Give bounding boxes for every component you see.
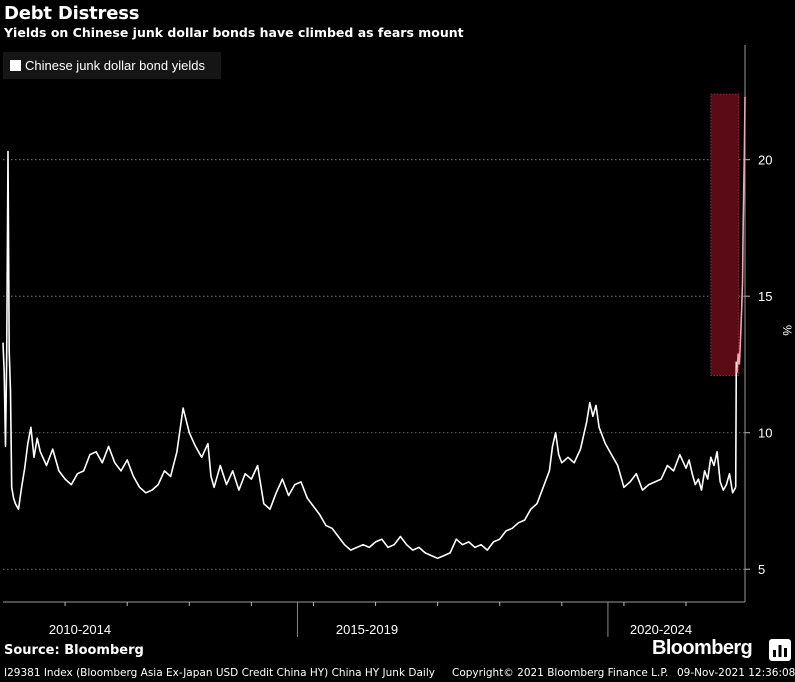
bloomberg-chart-icon [769, 639, 791, 661]
y-tick-label-20: 20 [758, 153, 772, 168]
x-tick-label-1: 2015-2019 [336, 622, 398, 637]
x-tick-label-2: 2020-2024 [630, 622, 692, 637]
chart-title: Debt Distress [4, 3, 140, 24]
y-tick-label-10: 10 [758, 426, 772, 441]
source-note: Source: Bloomberg [4, 643, 144, 658]
legend: Chinese junk dollar bond yields [3, 52, 221, 79]
legend-box [3, 52, 221, 79]
y-axis-label: % [780, 325, 794, 336]
gridlines [3, 159, 745, 570]
series-line-connector [734, 361, 738, 488]
y-tick-label-5: 5 [758, 562, 765, 577]
highlight-box [710, 93, 740, 376]
series-line-junk-yields [2, 150, 737, 560]
legend-swatch [10, 60, 21, 71]
bloomberg-logo: Bloomberg [652, 637, 753, 659]
legend-label: Chinese junk dollar bond yields [25, 58, 205, 73]
series-layer [2, 150, 737, 560]
axes: 5 10 15 20% 2010-2014 2015-2019 2020-2024 [3, 45, 794, 637]
footer-copyright: Copyright© 2021 Bloomberg Finance L.P. [452, 667, 669, 679]
y-tick-label-15: 15 [758, 289, 772, 304]
chart-subtitle: Yields on Chinese junk dollar bonds have… [4, 25, 464, 40]
series-line-surge [736, 96, 746, 373]
footer-timestamp: 09-Nov-2021 12:36:08 [677, 667, 795, 679]
highlight-region [710, 93, 746, 488]
x-tick-label-0: 2010-2014 [49, 622, 111, 637]
footer-index-info: I29381 Index (Bloomberg Asia Ex-Japan US… [4, 667, 435, 679]
